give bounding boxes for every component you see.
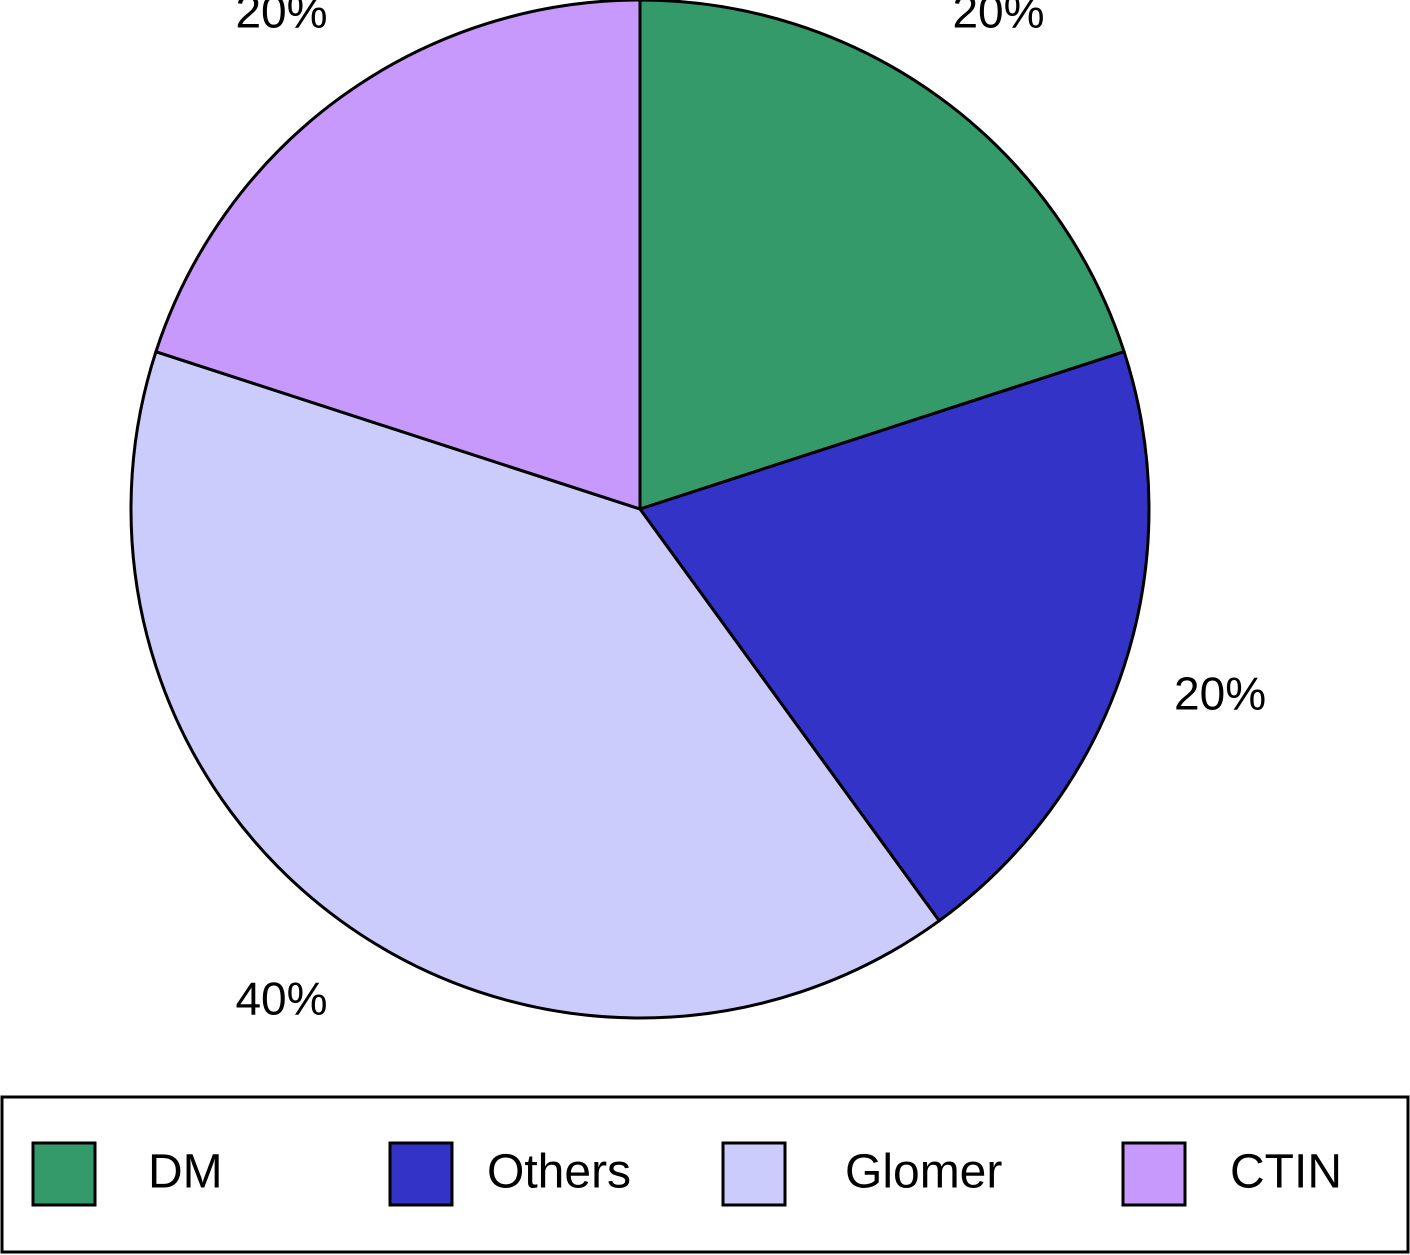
legend-swatch-ctin [1121,1141,1187,1207]
slice-label-ctin: 20% [235,0,327,38]
legend-label-dm: DM [148,1146,223,1199]
legend-swatch-others [388,1141,454,1207]
legend-label-glomer: Glomer [845,1146,1002,1199]
legend-label-others: Others [487,1146,631,1199]
pie-slice-ctin [154,0,642,511]
pie-slices [129,0,1151,1020]
pie-slice-labels: 20% 20% 40% 20% [235,0,1266,1025]
slice-label-others: 20% [1174,668,1266,720]
slice-label-glomer: 40% [235,973,327,1025]
slice-label-dm: 20% [952,0,1044,38]
legend-swatch-glomer [721,1141,787,1207]
legend: DM Others Glomer CTIN [0,1095,1410,1254]
pie-slice-others [638,350,1151,923]
pie-slice-dm [638,0,1126,511]
legend-items: DM Others Glomer CTIN [31,1141,1342,1207]
pie-slice-glomer [129,350,941,1020]
legend-swatch-dm [31,1141,97,1207]
legend-label-ctin: CTIN [1230,1146,1342,1199]
